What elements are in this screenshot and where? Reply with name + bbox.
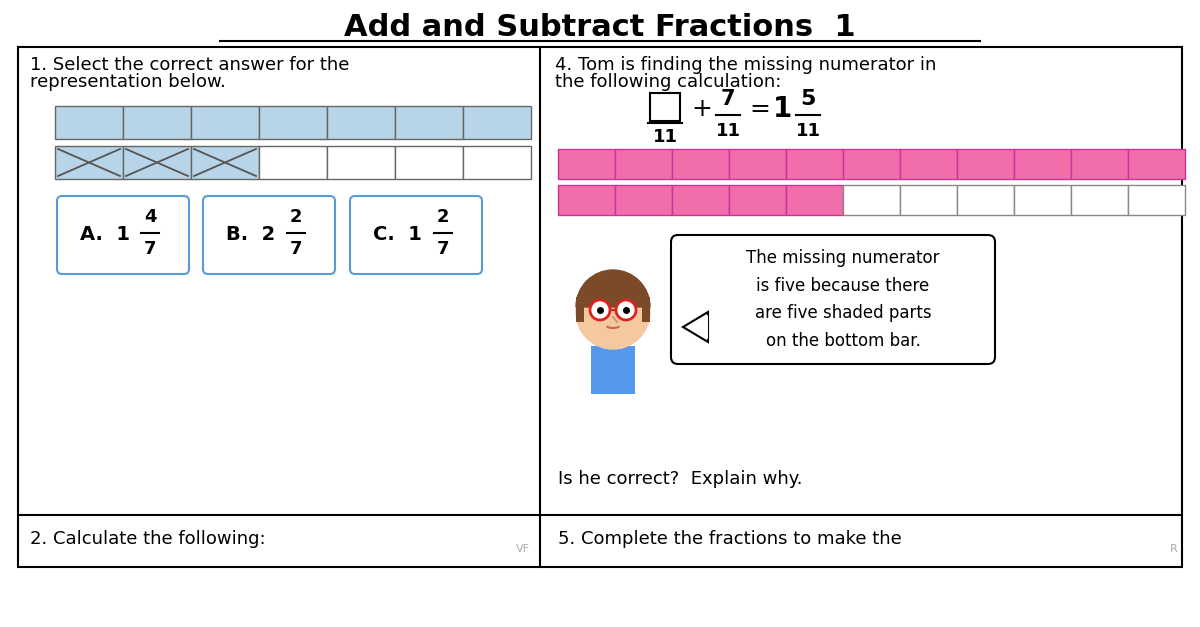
Bar	[1014, 185, 1072, 215]
Bar	[842, 149, 900, 179]
Bar	[1072, 149, 1128, 179]
Bar	[786, 185, 842, 215]
Text: =: =	[750, 97, 770, 121]
Text: Is he correct?  Explain why.: Is he correct? Explain why.	[558, 470, 803, 488]
Text: 11: 11	[653, 128, 678, 146]
Bar	[576, 297, 584, 322]
Bar	[592, 346, 635, 394]
Text: The missing numerator
is five because there
are five shaded parts
on the bottom : The missing numerator is five because th…	[746, 249, 940, 350]
Circle shape	[590, 300, 610, 320]
Text: 2. Calculate the following:: 2. Calculate the following:	[30, 530, 265, 548]
FancyBboxPatch shape	[18, 47, 1182, 567]
Text: 1: 1	[773, 95, 792, 123]
Bar	[1128, 149, 1186, 179]
Bar	[55, 146, 124, 179]
FancyBboxPatch shape	[203, 196, 335, 274]
Bar	[326, 106, 395, 139]
Bar	[616, 149, 672, 179]
Bar	[463, 106, 530, 139]
FancyBboxPatch shape	[671, 235, 995, 364]
Circle shape	[616, 300, 636, 320]
Bar	[326, 146, 395, 179]
Bar	[191, 106, 259, 139]
Text: VF: VF	[516, 544, 530, 554]
Text: 7: 7	[144, 240, 156, 258]
Bar	[55, 106, 124, 139]
Text: 4. Tom is finding the missing numerator in: 4. Tom is finding the missing numerator …	[554, 56, 936, 74]
Bar	[1014, 149, 1072, 179]
Bar	[730, 149, 786, 179]
Bar	[616, 185, 672, 215]
Text: 11: 11	[796, 122, 821, 140]
Polygon shape	[683, 312, 708, 342]
Bar	[463, 146, 530, 179]
Bar	[672, 185, 730, 215]
Bar	[259, 146, 326, 179]
Text: 1. Select the correct answer for the: 1. Select the correct answer for the	[30, 56, 349, 74]
Bar	[958, 185, 1014, 215]
Bar	[642, 297, 650, 322]
Bar	[259, 106, 326, 139]
Text: R: R	[1170, 544, 1178, 554]
Bar	[650, 93, 680, 121]
Bar	[842, 185, 900, 215]
Bar	[1128, 185, 1186, 215]
Text: 7: 7	[721, 89, 736, 109]
Text: 11: 11	[715, 122, 740, 140]
Text: representation below.: representation below.	[30, 73, 226, 91]
Bar	[395, 146, 463, 179]
Circle shape	[576, 275, 650, 349]
Bar	[900, 149, 958, 179]
Bar	[124, 106, 191, 139]
Wedge shape	[576, 270, 650, 307]
Text: A.  1: A. 1	[80, 226, 130, 245]
Text: B.  2: B. 2	[226, 226, 275, 245]
FancyBboxPatch shape	[350, 196, 482, 274]
Text: 5. Complete the fractions to make the: 5. Complete the fractions to make the	[558, 530, 901, 548]
Bar	[786, 149, 842, 179]
Text: 4: 4	[144, 208, 156, 226]
Bar	[900, 185, 958, 215]
Bar	[395, 106, 463, 139]
Text: 7: 7	[289, 240, 302, 258]
Bar	[730, 185, 786, 215]
Text: the following calculation:: the following calculation:	[554, 73, 781, 91]
FancyBboxPatch shape	[58, 196, 190, 274]
Text: +: +	[691, 97, 713, 121]
Bar	[958, 149, 1014, 179]
Text: 7: 7	[437, 240, 449, 258]
Bar	[1072, 185, 1128, 215]
Bar	[191, 146, 259, 179]
Polygon shape	[686, 315, 708, 339]
Bar	[124, 146, 191, 179]
Text: 2: 2	[289, 208, 302, 226]
Bar	[558, 149, 616, 179]
Text: Add and Subtract Fractions  1: Add and Subtract Fractions 1	[344, 13, 856, 41]
Text: 2: 2	[437, 208, 449, 226]
Text: 5: 5	[800, 89, 816, 109]
Bar	[672, 149, 730, 179]
Bar	[604, 331, 622, 349]
Bar	[558, 185, 616, 215]
Text: C.  1: C. 1	[373, 226, 422, 245]
